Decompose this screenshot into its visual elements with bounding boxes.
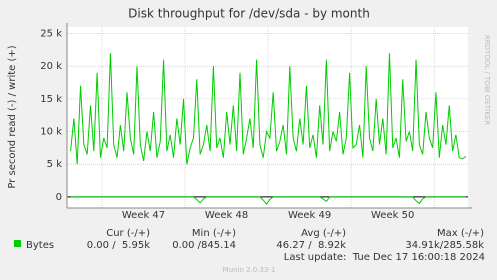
summary-header: Avg (-/+) bbox=[301, 228, 346, 239]
legend-swatch bbox=[14, 240, 21, 247]
y-tick-label: 25 k bbox=[40, 29, 62, 40]
y-tick-label: 5 k bbox=[47, 159, 63, 170]
summary-value: 0.00 / 5.95k bbox=[87, 240, 150, 251]
x-tick-label: Week 50 bbox=[371, 210, 414, 221]
y-tick-label: 10 k bbox=[40, 127, 62, 138]
summary-header: Cur (-/+) bbox=[106, 228, 150, 239]
summary-value: 46.27 / 8.92k bbox=[276, 240, 346, 251]
summary-header: Min (-/+) bbox=[192, 228, 236, 239]
legend-label: Bytes bbox=[26, 240, 54, 251]
series-line bbox=[70, 53, 467, 165]
last-update: Last update: Tue Dec 17 16:00:18 2024 bbox=[284, 252, 485, 263]
x-tick-label: Week 49 bbox=[288, 210, 331, 221]
summary-value: 34.91k/285.58k bbox=[405, 240, 484, 251]
y-tick-label: 0 bbox=[56, 192, 62, 203]
series-line bbox=[70, 196, 466, 205]
footer: Munin 2.0.33-1 bbox=[223, 266, 276, 274]
summary-value: 0.00 /845.14 bbox=[172, 240, 236, 251]
y-tick-label: 15 k bbox=[40, 94, 62, 105]
y-tick-label: 20 k bbox=[40, 61, 62, 72]
plot-area bbox=[67, 27, 468, 208]
chart-title: Disk throughput for /dev/sda - by month bbox=[128, 7, 370, 21]
x-tick-label: Week 47 bbox=[122, 210, 165, 221]
summary-header: Max (-/+) bbox=[437, 228, 484, 239]
x-tick-label: Week 48 bbox=[205, 210, 248, 221]
watermark: RRDTOOL / TOBI OETIKER bbox=[483, 35, 491, 125]
y-axis-label: Pr second read (-) / write (+) bbox=[7, 45, 18, 188]
